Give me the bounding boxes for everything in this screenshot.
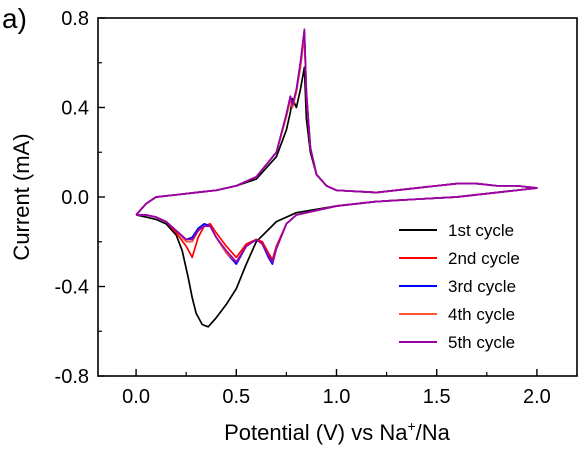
legend-label-2: 2nd cycle — [448, 249, 520, 268]
legend-label-1: 1st cycle — [448, 221, 514, 240]
x-tick-label: 1.5 — [423, 386, 451, 408]
y-tick-label: 0.8 — [61, 8, 89, 30]
x-tick-label: 2.0 — [523, 386, 551, 408]
x-axis-label-main: Potential (V) vs Na — [224, 420, 408, 445]
x-tick-label: 0.0 — [122, 386, 150, 408]
panel-label: a) — [2, 3, 27, 34]
legend-label-5: 5th cycle — [448, 333, 515, 352]
x-tick-label: 1.0 — [323, 386, 351, 408]
y-axis-label: Current (mA) — [9, 133, 34, 260]
x-axis-label: Potential (V) vs Na+/Na — [224, 418, 451, 445]
series-line-5 — [135, 28, 538, 263]
legend-label-3: 3rd cycle — [448, 277, 516, 296]
x-axis-label-tail: /Na — [416, 420, 451, 445]
y-tick-label: -0.8 — [55, 366, 89, 388]
x-tick-label: 0.5 — [222, 386, 250, 408]
plot-curves — [135, 28, 538, 328]
y-axis: -0.8 -0.4 0.0 0.4 0.8 — [55, 8, 105, 388]
legend-label-4: 4th cycle — [448, 305, 515, 324]
x-axis: 0.0 0.5 1.0 1.5 2.0 — [122, 369, 551, 408]
y-tick-label: -0.4 — [55, 277, 89, 299]
x-axis-label-sup: + — [407, 418, 415, 434]
y-tick-label: 0.0 — [61, 187, 89, 209]
y-tick-label: 0.4 — [61, 98, 89, 120]
legend: 1st cycle 2nd cycle 3rd cycle 4th cycle 5th … — [399, 221, 520, 352]
